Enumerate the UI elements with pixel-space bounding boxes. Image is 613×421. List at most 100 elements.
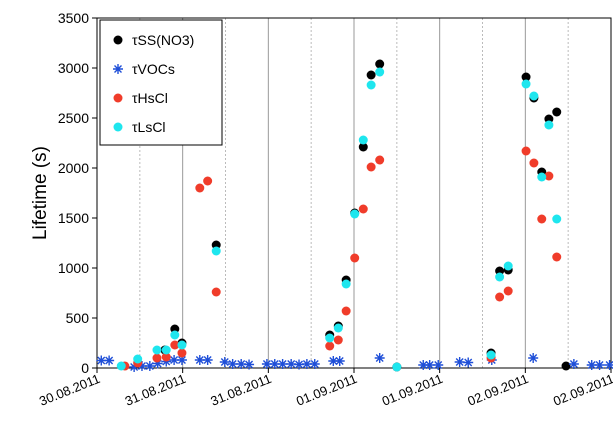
marker bbox=[366, 162, 376, 172]
marker bbox=[286, 359, 297, 369]
legend-marker bbox=[113, 35, 123, 45]
marker bbox=[177, 348, 187, 358]
marker bbox=[375, 155, 385, 165]
marker bbox=[129, 362, 140, 372]
marker bbox=[495, 272, 505, 282]
marker bbox=[454, 357, 465, 367]
marker bbox=[328, 356, 339, 366]
marker bbox=[169, 355, 180, 365]
legend-marker bbox=[113, 64, 123, 74]
marker bbox=[227, 359, 238, 369]
marker bbox=[561, 361, 571, 371]
marker bbox=[503, 261, 513, 271]
marker bbox=[503, 286, 513, 296]
marker bbox=[294, 359, 305, 370]
marker bbox=[176, 355, 187, 365]
legend-label: τVOCs bbox=[132, 61, 175, 77]
y-tick-label: 1500 bbox=[58, 210, 89, 226]
marker bbox=[334, 356, 345, 366]
marker bbox=[529, 91, 539, 101]
legend-marker bbox=[113, 122, 123, 132]
marker bbox=[552, 214, 562, 224]
marker bbox=[309, 359, 320, 369]
marker bbox=[152, 353, 162, 363]
y-tick-label: 2500 bbox=[58, 110, 89, 126]
y-tick-label: 2000 bbox=[58, 160, 89, 176]
marker bbox=[375, 59, 385, 69]
marker bbox=[152, 345, 162, 355]
marker bbox=[136, 361, 147, 371]
marker bbox=[116, 361, 126, 371]
marker bbox=[463, 357, 474, 368]
legend-marker bbox=[113, 93, 123, 103]
marker bbox=[392, 362, 402, 372]
marker bbox=[586, 360, 597, 370]
marker bbox=[433, 360, 444, 370]
marker bbox=[261, 359, 272, 369]
marker bbox=[211, 246, 221, 256]
marker bbox=[104, 355, 115, 366]
marker bbox=[358, 204, 368, 214]
marker bbox=[604, 360, 613, 370]
marker bbox=[170, 340, 180, 350]
y-tick-label: 3500 bbox=[58, 10, 89, 26]
y-tick-label: 3000 bbox=[58, 60, 89, 76]
marker bbox=[219, 357, 230, 367]
marker bbox=[528, 353, 539, 363]
y-tick-label: 500 bbox=[66, 310, 90, 326]
marker bbox=[301, 359, 312, 369]
marker bbox=[366, 80, 376, 90]
marker bbox=[195, 183, 205, 193]
marker bbox=[144, 361, 155, 371]
legend-label: τLsCl bbox=[132, 119, 166, 135]
marker bbox=[544, 171, 554, 181]
y-tick-label: 0 bbox=[81, 360, 89, 376]
marker bbox=[424, 360, 435, 370]
marker bbox=[544, 120, 554, 130]
marker bbox=[333, 323, 343, 333]
marker bbox=[366, 70, 376, 80]
marker bbox=[202, 355, 213, 365]
marker bbox=[203, 176, 213, 186]
marker bbox=[374, 353, 385, 363]
marker bbox=[418, 360, 429, 370]
marker bbox=[333, 335, 343, 345]
legend-label: τHsCl bbox=[132, 90, 168, 106]
marker bbox=[350, 253, 360, 263]
marker bbox=[277, 359, 288, 369]
marker bbox=[537, 172, 547, 182]
marker bbox=[358, 142, 368, 152]
marker bbox=[325, 341, 335, 351]
marker bbox=[170, 330, 180, 340]
marker bbox=[594, 360, 605, 370]
marker bbox=[152, 358, 163, 369]
marker bbox=[161, 356, 172, 367]
marker bbox=[521, 146, 531, 156]
marker bbox=[161, 345, 171, 355]
marker bbox=[177, 340, 187, 350]
marker bbox=[211, 287, 221, 297]
marker bbox=[375, 67, 385, 77]
marker bbox=[552, 252, 562, 262]
marker bbox=[194, 355, 205, 365]
marker bbox=[350, 209, 360, 219]
marker bbox=[529, 158, 539, 168]
marker bbox=[236, 359, 247, 369]
marker bbox=[358, 135, 368, 145]
marker bbox=[341, 306, 351, 316]
marker bbox=[552, 107, 562, 117]
marker bbox=[537, 214, 547, 224]
marker bbox=[161, 352, 171, 362]
y-axis-label: Lifetime (s) bbox=[30, 146, 51, 240]
y-tick-label: 1000 bbox=[58, 260, 89, 276]
marker bbox=[325, 333, 335, 343]
marker bbox=[96, 355, 107, 366]
marker bbox=[521, 72, 531, 82]
marker bbox=[521, 79, 531, 89]
marker bbox=[244, 359, 255, 370]
marker bbox=[269, 359, 280, 369]
marker bbox=[486, 350, 496, 360]
legend-label: τSS(NO3) bbox=[132, 32, 194, 48]
